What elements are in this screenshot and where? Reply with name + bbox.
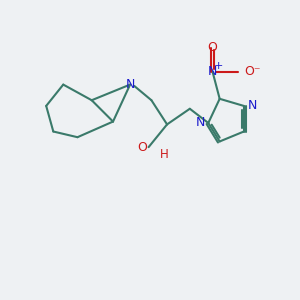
Text: O: O [208, 41, 218, 54]
Text: N: N [208, 65, 217, 78]
Text: N: N [196, 116, 205, 130]
Text: O⁻: O⁻ [244, 65, 260, 78]
Text: N: N [125, 78, 135, 91]
Text: H: H [159, 148, 168, 161]
Text: O: O [137, 141, 147, 154]
Text: +: + [214, 61, 223, 71]
Text: N: N [247, 99, 256, 112]
